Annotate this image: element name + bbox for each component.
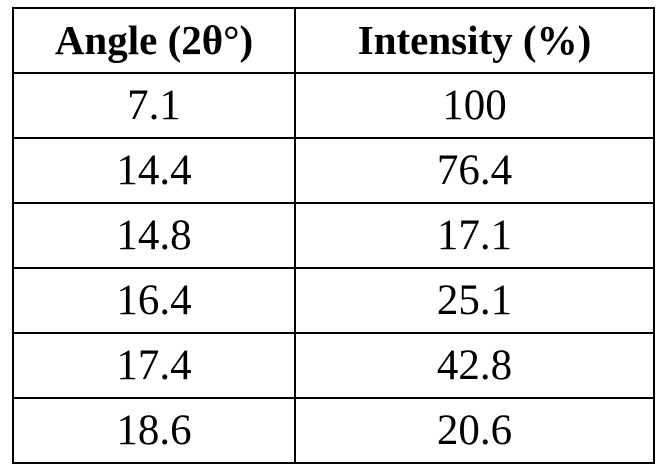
table-row: 16.4 25.1 [12, 267, 655, 334]
table-row: 7.1 100 [12, 72, 655, 139]
angle-cell: 7.1 [12, 72, 296, 139]
xrpd-peak-table: Angle (2θ°) Intensity (%) 7.1 100 14.4 7… [12, 7, 655, 464]
intensity-cell: 100 [294, 72, 655, 139]
header-intensity: Intensity (%) [294, 7, 655, 74]
intensity-cell: 17.1 [294, 202, 655, 269]
header-angle: Angle (2θ°) [12, 7, 296, 74]
angle-cell: 17.4 [12, 332, 296, 399]
intensity-cell: 20.6 [294, 397, 655, 464]
table-row: 18.6 20.6 [12, 397, 655, 464]
intensity-cell: 42.8 [294, 332, 655, 399]
table-row: 14.4 76.4 [12, 137, 655, 204]
angle-cell: 14.4 [12, 137, 296, 204]
angle-cell: 18.6 [12, 397, 296, 464]
table-row: 17.4 42.8 [12, 332, 655, 399]
table-header-row: Angle (2θ°) Intensity (%) [12, 7, 655, 74]
angle-cell: 14.8 [12, 202, 296, 269]
intensity-cell: 76.4 [294, 137, 655, 204]
table-row: 14.8 17.1 [12, 202, 655, 269]
intensity-cell: 25.1 [294, 267, 655, 334]
angle-cell: 16.4 [12, 267, 296, 334]
